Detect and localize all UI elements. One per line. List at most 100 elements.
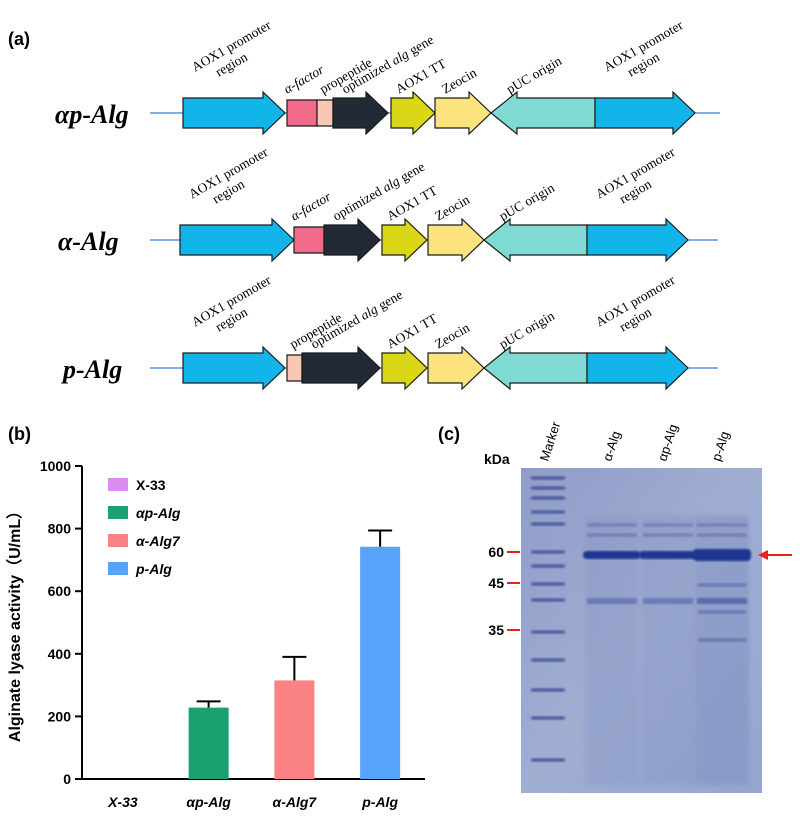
legend-label: p-Alg xyxy=(135,561,172,577)
y-tick-label: 0 xyxy=(63,771,71,787)
segment-aox1-promoter-region xyxy=(182,345,286,391)
lane-smear xyxy=(585,515,639,785)
segment-label: AOX1 TT xyxy=(384,310,440,351)
legend-label: αp-Alg xyxy=(136,505,181,521)
segment-puc-origin xyxy=(483,217,588,263)
target-band xyxy=(583,551,641,559)
bar xyxy=(360,546,401,779)
x-tick-label: p-Alg xyxy=(361,794,398,810)
segment-optimized-alg-gene xyxy=(332,90,389,136)
construct-name: αp-Alg xyxy=(55,100,129,129)
bar-chart: 0 200 400 600 800 1000 Alginate lyase activity… xyxy=(6,458,425,810)
segment-puc-origin xyxy=(490,90,596,136)
segment-zeocin xyxy=(427,345,485,391)
segment-label: pUC origin xyxy=(497,180,558,224)
construct-name: α-Alg xyxy=(58,227,119,256)
segment-label: pUC origin xyxy=(504,53,565,97)
segment-aox1-tt xyxy=(390,90,436,136)
panel-label-b: (b) xyxy=(8,424,31,444)
legend-swatch xyxy=(108,562,128,575)
ladder-band xyxy=(531,476,565,480)
ladder-band xyxy=(531,758,565,762)
construct-a-alg: α-Alg AOX1 promoterregion α-factoroptimize… xyxy=(58,144,718,263)
segment-label: optimized alg gene xyxy=(330,159,427,224)
ladder-band xyxy=(531,716,565,720)
segment-aox1-promoter-region xyxy=(586,217,689,263)
segment-aox1-promoter-region xyxy=(594,90,696,136)
mw-label: 35 xyxy=(488,622,504,638)
minor-band xyxy=(697,533,747,537)
segment-label: AOX1 promoterregion xyxy=(601,17,694,89)
kda-label: kDa xyxy=(484,451,510,467)
y-tick-label: 1000 xyxy=(40,458,71,474)
y-tick-label: 600 xyxy=(48,583,72,599)
minor-band xyxy=(697,523,747,527)
segment-aox1-tt xyxy=(381,345,428,391)
ladder-band xyxy=(531,510,565,514)
ladder-band xyxy=(531,630,565,634)
segment-label: AOX1 promoterregion xyxy=(186,144,279,216)
segment-aox1-promoter-region xyxy=(182,90,286,136)
segment-label: AOX1 promoterregion xyxy=(189,17,282,89)
segment-puc-origin xyxy=(483,345,588,391)
legend-swatch xyxy=(108,506,128,519)
minor-band xyxy=(698,583,746,587)
x-tick-label: X-33 xyxy=(107,794,138,810)
minor-band xyxy=(587,533,637,537)
construct-name: p-Alg xyxy=(61,355,122,384)
segment-zeocin xyxy=(434,90,492,136)
segment-aox1-tt xyxy=(381,217,428,263)
lane-label: p-Alg xyxy=(709,429,733,463)
target-band xyxy=(639,551,697,559)
panel-label-c: (c) xyxy=(438,424,460,444)
band-arrow-head xyxy=(758,550,768,560)
minor-band xyxy=(643,533,693,537)
segment-label: α-factor xyxy=(281,61,327,96)
legend-label: α-Alg7 xyxy=(136,533,181,549)
x-tick-label: αp-Alg xyxy=(186,794,231,810)
ladder-band xyxy=(531,582,565,586)
lane-label: Marker xyxy=(537,419,564,463)
segment-label: AOX1 promoterregion xyxy=(189,272,282,344)
mw-label: 45 xyxy=(488,575,504,591)
segment-zeocin xyxy=(427,217,485,263)
ladder-band xyxy=(531,658,565,662)
lane-smear xyxy=(641,515,695,785)
minor-band xyxy=(643,523,693,527)
segment-propeptide xyxy=(316,99,334,127)
x-tick-label: α-Alg7 xyxy=(273,794,318,810)
legend-swatch xyxy=(108,478,128,491)
y-axis-label: Alginate lyase activity（U/mL） xyxy=(6,503,24,742)
segment-label: α-factor xyxy=(288,188,334,223)
y-tick-label: 800 xyxy=(48,521,72,537)
lane-label: α-Alg xyxy=(600,429,624,463)
minor-band xyxy=(643,598,693,604)
ladder-band xyxy=(531,486,565,490)
segment-optimized-alg-gene xyxy=(301,345,381,391)
legend-label: X-33 xyxy=(136,477,166,493)
minor-band xyxy=(587,523,637,527)
segment-label: AOX1 promoterregion xyxy=(593,272,686,344)
ladder-band xyxy=(531,564,565,568)
ladder-band xyxy=(531,550,565,554)
ladder-band xyxy=(531,598,565,602)
y-tick-label: 200 xyxy=(48,708,72,724)
lane-label: αp-Alg xyxy=(655,422,681,463)
segment--factor xyxy=(293,226,325,254)
segment-optimized-alg-gene xyxy=(323,217,381,263)
minor-band xyxy=(698,638,746,642)
y-tick-label: 400 xyxy=(48,646,72,662)
segment--factor xyxy=(286,99,318,127)
minor-band xyxy=(698,610,746,614)
minor-band xyxy=(587,598,637,604)
panel-label-a: (a) xyxy=(8,29,30,49)
ladder-band xyxy=(531,688,565,692)
ladder-band xyxy=(531,522,565,526)
segment-propeptide xyxy=(286,354,303,382)
bar xyxy=(274,680,315,779)
ladder-band xyxy=(531,496,565,500)
minor-band xyxy=(697,598,747,604)
